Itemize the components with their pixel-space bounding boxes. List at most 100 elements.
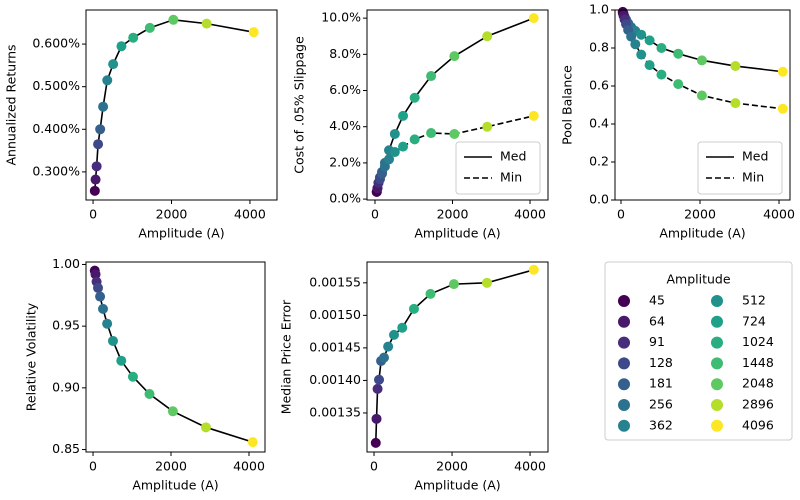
data-point [102, 318, 113, 329]
data-point [168, 14, 179, 25]
x-tick-label: 4000 [763, 207, 795, 222]
y-tick-label: 0.00145 [309, 339, 361, 354]
legend-label: 45 [649, 293, 665, 308]
data-point [91, 161, 102, 172]
legend-box [604, 261, 793, 441]
legend-label: Med [742, 149, 768, 164]
y-tick-label: 0.0% [329, 191, 361, 206]
series-line [374, 269, 535, 443]
plot-frame [366, 261, 549, 453]
data-point [696, 90, 707, 101]
legend-marker [618, 357, 630, 370]
data-point [127, 371, 138, 382]
data-point [425, 288, 436, 299]
legend-marker [711, 315, 723, 328]
legend-label: Min [742, 170, 764, 185]
data-point [448, 279, 459, 290]
data-point [730, 98, 741, 109]
legend-label: 181 [649, 376, 673, 391]
series-line [622, 12, 783, 110]
data-point [673, 79, 684, 90]
y-tick-label: 0.500% [32, 78, 80, 93]
plot-frame [85, 9, 278, 201]
legend-label: 512 [742, 293, 766, 308]
data-point [128, 32, 139, 43]
data-point [248, 27, 259, 38]
y-tick-label: 0.300% [32, 163, 80, 178]
data-point [116, 41, 127, 52]
data-point [389, 128, 400, 139]
legend-marker [618, 336, 630, 349]
y-tick-label: 6.0% [329, 82, 361, 97]
series-line [93, 270, 253, 443]
data-point [408, 303, 419, 314]
data-point [626, 31, 637, 42]
data-point [426, 71, 437, 82]
x-axis-label: Amplitude (A) [132, 478, 218, 493]
x-tick-label: 2000 [155, 459, 187, 474]
data-point [449, 51, 460, 62]
legend-label: 724 [742, 313, 766, 328]
legend-marker [711, 399, 723, 411]
x-axis-label: Amplitude (A) [414, 478, 500, 493]
y-tick-label: 8.0% [329, 46, 361, 61]
data-point [409, 92, 420, 103]
data-point [397, 322, 408, 333]
data-point [144, 22, 155, 33]
data-point [98, 303, 109, 314]
data-point [636, 49, 647, 60]
legend-box [455, 141, 541, 195]
x-tick-label: 2000 [437, 207, 469, 222]
data-point [426, 128, 437, 139]
data-point [398, 141, 409, 152]
y-tick-label: 0.00155 [309, 274, 361, 289]
x-tick-label: 0 [370, 459, 378, 474]
data-point [95, 291, 106, 302]
legend-marker [618, 315, 630, 328]
legend-marker [618, 295, 630, 307]
y-tick-label: 0.8 [589, 40, 609, 55]
legend-box [697, 141, 783, 195]
plot-frame [366, 9, 549, 201]
y-tick-label: 0.85 [52, 441, 80, 456]
data-point [528, 13, 539, 24]
y-tick-label: 4.0% [329, 118, 361, 133]
data-point [200, 422, 211, 433]
y-axis-label: Median Price Error [279, 299, 294, 414]
legend-marker [711, 419, 723, 432]
y-axis-label: Relative Volatility [24, 302, 39, 411]
data-point [247, 437, 258, 448]
data-point [89, 185, 100, 196]
legend-marker [711, 357, 723, 370]
x-tick-label: 4000 [234, 207, 266, 222]
x-tick-label: 4000 [514, 207, 546, 222]
data-point [372, 383, 383, 394]
data-point [389, 147, 400, 158]
y-tick-label: 0.00135 [309, 404, 361, 419]
data-point [108, 59, 119, 70]
y-tick-label: 10.0% [321, 10, 361, 25]
y-tick-label: 0.2 [589, 154, 609, 169]
data-point [656, 69, 667, 80]
plot-frame [614, 9, 791, 201]
data-point [201, 18, 212, 29]
y-axis-label: Cost of .05% Slippage [292, 36, 307, 174]
data-point [630, 39, 641, 50]
data-point [102, 75, 113, 86]
data-point [636, 29, 647, 40]
data-point [528, 110, 539, 121]
data-point [116, 355, 127, 366]
x-tick-label: 2000 [156, 207, 188, 222]
data-point [371, 413, 382, 424]
y-axis-label: Annualized Returns [4, 44, 19, 165]
data-point [673, 48, 684, 59]
data-point [528, 264, 539, 275]
y-tick-label: 0.00150 [309, 307, 361, 322]
x-tick-label: 0 [89, 207, 97, 222]
data-point [388, 329, 399, 340]
data-point [383, 341, 394, 352]
x-tick-label: 4000 [233, 459, 265, 474]
data-point [777, 66, 788, 77]
y-tick-label: 1.00 [52, 256, 80, 271]
legend-label: Min [500, 170, 522, 185]
